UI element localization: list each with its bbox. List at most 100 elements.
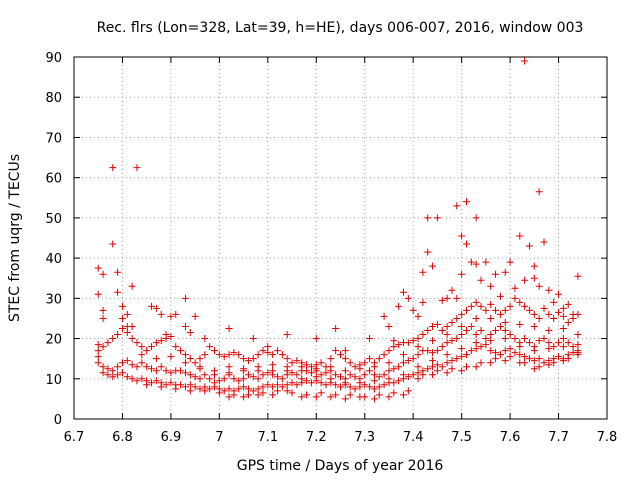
data-point — [448, 318, 456, 326]
data-point — [550, 343, 558, 351]
data-point — [211, 371, 219, 379]
data-point — [215, 377, 223, 385]
data-point — [332, 381, 340, 389]
data-point — [438, 343, 446, 351]
plot-frame — [73, 56, 608, 420]
data-points — [94, 57, 582, 403]
data-point — [375, 355, 383, 363]
data-point — [298, 393, 306, 401]
data-point — [99, 363, 107, 371]
data-point — [458, 270, 466, 278]
data-point — [283, 387, 291, 395]
data-point — [472, 298, 480, 306]
data-point — [341, 355, 349, 363]
data-point — [453, 314, 461, 322]
data-point — [143, 347, 151, 355]
data-point — [453, 294, 461, 302]
data-point — [414, 312, 422, 320]
data-point — [550, 298, 558, 306]
data-point — [230, 349, 238, 357]
data-point — [438, 327, 446, 335]
data-point — [186, 355, 194, 363]
data-point — [215, 351, 223, 359]
data-point — [356, 379, 364, 387]
data-point — [482, 306, 490, 314]
data-point — [399, 359, 407, 367]
axis-ticks — [73, 56, 608, 420]
x-tick-label: 6.9 — [161, 430, 182, 445]
data-point — [128, 375, 136, 383]
data-point — [322, 369, 330, 377]
data-point — [366, 355, 374, 363]
data-point — [283, 381, 291, 389]
data-point — [220, 375, 228, 383]
data-point — [487, 331, 495, 339]
data-point — [380, 381, 388, 389]
data-point — [564, 318, 572, 326]
data-point — [525, 355, 533, 363]
y-tick-label: 20 — [45, 333, 62, 348]
data-point — [370, 363, 378, 371]
data-point — [123, 322, 131, 330]
data-point — [545, 327, 553, 335]
data-point — [114, 268, 122, 276]
y-tick-labels: 0 10 20 30 40 50 60 70 80 90 — [45, 51, 62, 428]
data-point — [157, 383, 165, 391]
data-point — [317, 371, 325, 379]
data-point — [443, 331, 451, 339]
y-tick-label: 80 — [45, 91, 62, 106]
data-point — [564, 355, 572, 363]
data-point — [206, 385, 214, 393]
data-point — [404, 387, 412, 395]
data-point — [467, 258, 475, 266]
data-point — [521, 335, 529, 343]
data-point — [307, 379, 315, 387]
data-point — [492, 270, 500, 278]
data-point — [167, 353, 175, 361]
data-point — [254, 351, 262, 359]
data-point — [259, 383, 267, 391]
y-tick-label: 10 — [45, 373, 62, 388]
data-point — [506, 331, 514, 339]
data-point — [288, 379, 296, 387]
data-point — [181, 351, 189, 359]
data-point — [167, 379, 175, 387]
data-point — [128, 335, 136, 343]
data-point — [264, 349, 272, 357]
data-point — [521, 57, 529, 65]
data-point — [128, 282, 136, 290]
data-point — [429, 322, 437, 330]
data-point — [511, 335, 519, 343]
data-point — [196, 385, 204, 393]
data-point — [249, 387, 257, 395]
data-point — [453, 335, 461, 343]
data-point — [240, 375, 248, 383]
data-point — [380, 351, 388, 359]
data-point — [419, 371, 427, 379]
data-point — [492, 349, 500, 357]
data-point — [264, 343, 272, 351]
data-point — [540, 304, 548, 312]
data-point — [186, 387, 194, 395]
data-point — [574, 331, 582, 339]
data-point — [341, 367, 349, 375]
data-point — [399, 391, 407, 399]
data-point — [366, 335, 374, 343]
data-point — [211, 383, 219, 391]
data-point — [201, 371, 209, 379]
data-point — [201, 387, 209, 395]
data-point — [472, 331, 480, 339]
data-point — [496, 351, 504, 359]
data-point — [501, 306, 509, 314]
data-point — [559, 325, 567, 332]
data-point — [414, 351, 422, 359]
data-point — [443, 322, 451, 330]
data-point — [293, 381, 301, 389]
data-point — [351, 363, 359, 371]
data-point — [390, 343, 398, 351]
data-point — [114, 331, 122, 339]
data-point — [191, 373, 199, 381]
data-point — [288, 369, 296, 377]
data-point — [186, 371, 194, 379]
data-point — [118, 325, 126, 332]
